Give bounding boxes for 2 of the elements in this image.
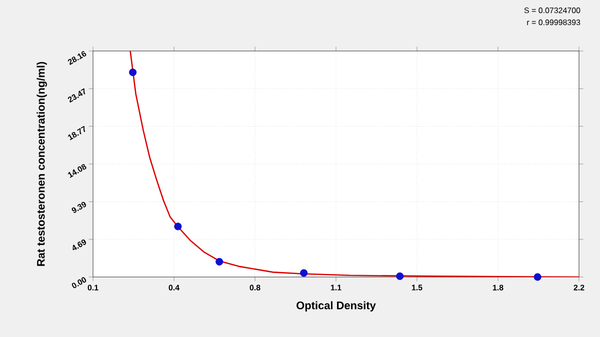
y-axis-title: Rat testosteronen concentration(ng/ml) bbox=[36, 62, 47, 266]
x-axis-title: Optical Density bbox=[296, 301, 376, 312]
